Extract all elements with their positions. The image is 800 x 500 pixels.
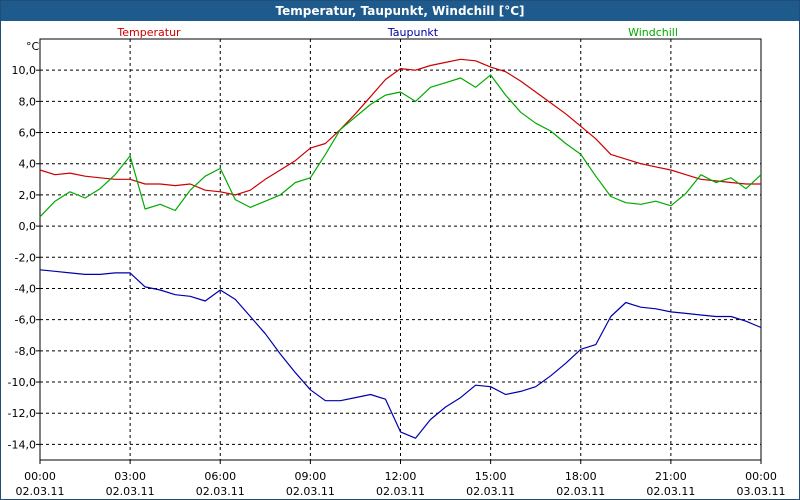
x-tick-date-label: 02.03.11: [106, 485, 155, 498]
x-tick-time-label: 21:00: [655, 470, 687, 483]
legend-windchill: Windchill: [628, 26, 678, 39]
y-tick-label: -12,0: [8, 407, 36, 420]
x-tick-time-label: 18:00: [565, 470, 597, 483]
series-line-taupunkt: [39, 269, 762, 439]
y-tick-label: -10,0: [8, 376, 36, 389]
x-tick-time-label: 00:00: [24, 470, 56, 483]
x-tick-time-label: 03:00: [114, 470, 146, 483]
x-tick-date-label: 02.03.11: [556, 485, 605, 498]
window-title: Temperatur, Taupunkt, Windchill [°C]: [1, 1, 799, 21]
y-tick-label: 10,0: [12, 64, 37, 77]
y-tick-label: -14,0: [8, 438, 36, 451]
x-tick-date-label: 02.03.11: [196, 485, 245, 498]
y-tick-label: -8,0: [15, 345, 36, 358]
series-line-windchill: [39, 74, 762, 218]
y-tick-label: -6,0: [15, 314, 36, 327]
x-tick-date-label: 02.03.11: [466, 485, 515, 498]
y-unit-label: °C: [26, 40, 40, 53]
y-tick-label: -4,0: [15, 282, 36, 295]
legend-taupunkt: Taupunkt: [387, 26, 439, 39]
x-tick-date-label: 02.03.11: [376, 485, 425, 498]
x-tick-time-label: 06:00: [204, 470, 236, 483]
y-tick-label: 2,0: [19, 189, 37, 202]
x-tick-date-label: 02.03.11: [286, 485, 335, 498]
y-tick-label: 8,0: [19, 95, 37, 108]
x-tick-date-label: 03.03.11: [737, 485, 786, 498]
y-tick-label: 0,0: [19, 220, 37, 233]
legend-temperatur: Temperatur: [116, 26, 181, 39]
x-tick-time-label: 12:00: [385, 470, 417, 483]
y-tick-label: 6,0: [19, 127, 37, 140]
y-tick-label: 4,0: [19, 158, 37, 171]
x-tick-time-label: 09:00: [295, 470, 327, 483]
series-line-temperatur: [39, 58, 761, 196]
y-tick-label: -2,0: [15, 251, 36, 264]
x-tick-time-label: 15:00: [475, 470, 507, 483]
x-tick-time-label: 00:00: [745, 470, 777, 483]
x-tick-date-label: 02.03.11: [646, 485, 695, 498]
x-tick-date-label: 02.03.11: [16, 485, 65, 498]
